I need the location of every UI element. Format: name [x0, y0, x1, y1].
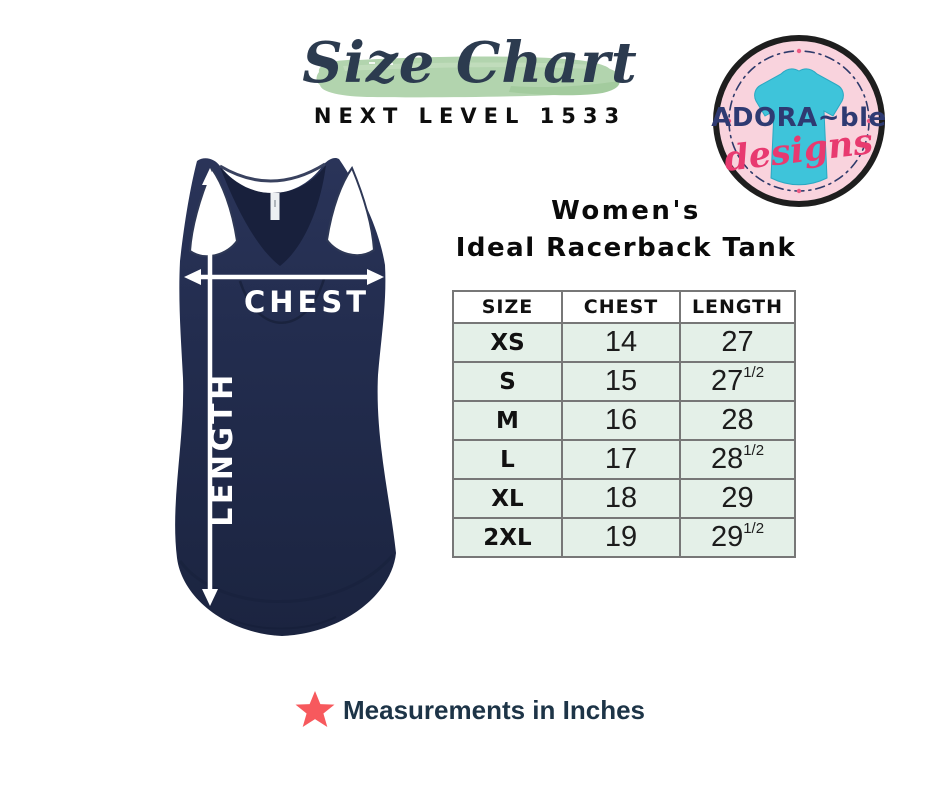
- front-neck-seam: [238, 278, 326, 324]
- table-row: S 15 271/2: [452, 361, 796, 402]
- size-cell: M: [452, 400, 563, 441]
- page-subtitle: NEXT LEVEL 1533: [313, 104, 627, 128]
- product-heading: Women's Ideal Racerback Tank: [452, 196, 800, 263]
- size-chart-table: SIZE CHEST LENGTH XS 14 27 S 15 271/2 M …: [452, 290, 796, 558]
- length-cell: 271/2: [679, 361, 796, 402]
- tshirt-icon: [754, 68, 844, 186]
- col-header-chest: CHEST: [561, 290, 681, 324]
- right-armhole-opening: [325, 165, 376, 257]
- table-row: L 17 281/2: [452, 439, 796, 480]
- chest-cell: 17: [561, 439, 681, 480]
- length-cell: 29: [679, 478, 796, 519]
- logo-ring-dots: [726, 48, 872, 194]
- chest-cell: 16: [561, 400, 681, 441]
- title-block: Size Chart NEXT LEVEL 1533: [240, 24, 700, 144]
- tank-top-illustration: CHEST LENGTH: [175, 157, 396, 636]
- length-value: 29: [710, 521, 744, 553]
- table-row: XS 14 27: [452, 322, 796, 363]
- logo-name-top: ADORA~ble: [711, 103, 886, 133]
- table-row: M 16 28: [452, 400, 796, 441]
- length-value: 27: [721, 326, 754, 358]
- length-value: 28: [721, 404, 754, 436]
- collar-binding: [219, 162, 326, 183]
- length-fraction: 1/2: [743, 364, 765, 382]
- length-arrow-icon: [202, 168, 218, 606]
- col-header-size: SIZE: [452, 290, 563, 324]
- chest-arrow-icon: [184, 269, 384, 285]
- length-cell: 291/2: [679, 517, 796, 558]
- measurements-note-text: Measurements in Inches: [343, 694, 645, 725]
- table-header-row: SIZE CHEST LENGTH: [452, 290, 796, 324]
- measurements-note: Measurements in Inches: [0, 690, 940, 730]
- page-title: Size Chart: [302, 30, 638, 96]
- length-cell: 28: [679, 400, 796, 441]
- size-cell: XL: [452, 478, 563, 519]
- length-value: 27: [710, 365, 744, 397]
- brand-logo: ADORA~ble designs: [711, 35, 886, 207]
- col-header-length: LENGTH: [679, 290, 796, 324]
- length-fraction: 1/2: [743, 520, 765, 538]
- length-value: 29: [721, 482, 754, 514]
- size-cell: 2XL: [452, 517, 563, 558]
- hem-shading: [178, 554, 395, 603]
- length-value: 28: [710, 443, 744, 475]
- neck-tag: [270, 193, 280, 220]
- chest-cell: 14: [561, 322, 681, 363]
- size-cell: L: [452, 439, 563, 480]
- length-fraction: 1/2: [743, 442, 765, 460]
- product-heading-line1: Women's: [551, 196, 701, 226]
- chest-cell: 18: [561, 478, 681, 519]
- length-cell: 27: [679, 322, 796, 363]
- chest-measure-label: CHEST: [244, 285, 370, 319]
- length-cell: 281/2: [679, 439, 796, 480]
- product-heading-line2: Ideal Racerback Tank: [455, 233, 797, 263]
- size-cell: S: [452, 361, 563, 402]
- table-row: XL 18 29: [452, 478, 796, 519]
- star-icon: [295, 691, 335, 728]
- hem-fold: [229, 616, 337, 630]
- chest-cell: 15: [561, 361, 681, 402]
- table-row: 2XL 19 291/2: [452, 517, 796, 558]
- chest-cell: 19: [561, 517, 681, 558]
- length-measure-label: LENGTH: [205, 371, 240, 526]
- brush-stroke-graphic: [316, 56, 620, 98]
- left-armhole-opening: [188, 166, 239, 258]
- size-cell: XS: [452, 322, 563, 363]
